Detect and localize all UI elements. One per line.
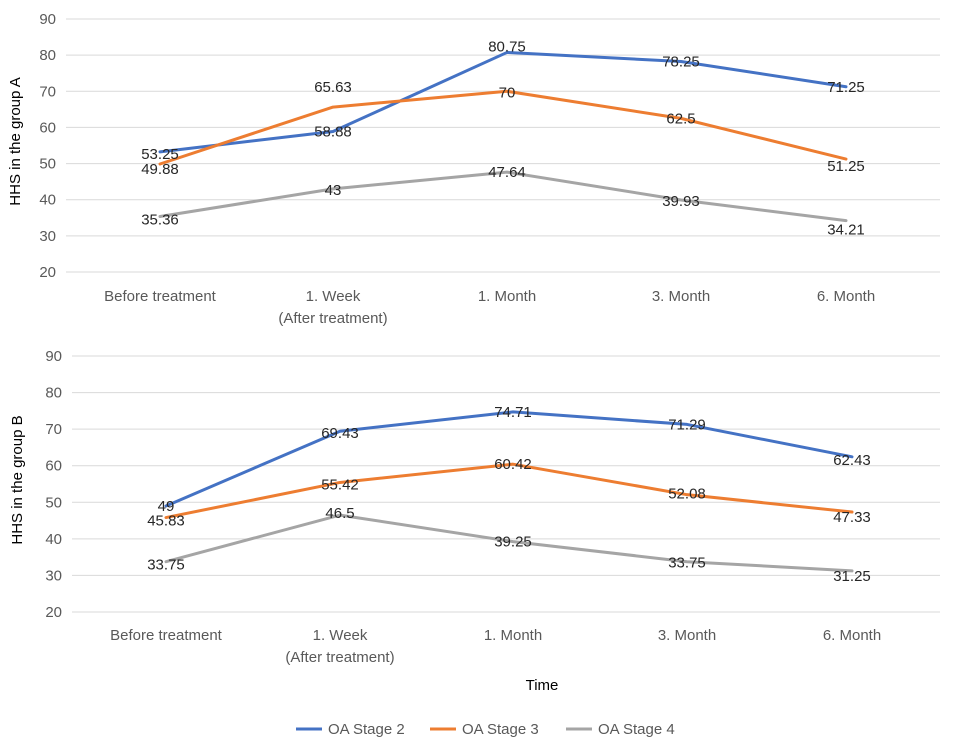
y-tick-label: 60 [45,458,62,475]
legend-item-stage-4: OA Stage 4 [566,721,675,738]
data-label-stage-4: 47.64 [488,164,526,181]
data-label-stage-2: 74.71 [494,404,532,421]
x-tick-label: 3. Month [658,627,716,644]
y-tick-label: 30 [39,228,56,245]
y-tick-label: 40 [39,192,56,209]
data-label-stage-4: 39.93 [662,193,700,210]
data-label-stage-2: 53.25 [141,146,179,163]
x-tick-label: (After treatment) [285,649,394,666]
data-label-stage-3: 60.42 [494,456,532,473]
data-label-stage-2: 58.88 [314,123,352,140]
data-label-stage-3: 52.08 [668,486,706,503]
data-label-stage-3: 49.88 [141,161,179,178]
y-tick-label: 60 [39,119,56,136]
data-label-stage-4: 35.36 [141,211,179,228]
data-label-stage-4: 46.5 [325,505,354,522]
x-tick-label: Before treatment [104,288,217,305]
y-tick-label: 90 [39,11,56,28]
y-tick-label: 40 [45,531,62,548]
data-label-stage-2: 80.75 [488,38,526,55]
y-tick-label: 30 [45,567,62,584]
y-axis-title: HHS in the group B [9,415,26,544]
data-label-stage-2: 69.43 [321,425,359,442]
legend-item-stage-2: OA Stage 2 [296,721,405,738]
data-label-stage-4: 39.25 [494,534,532,551]
data-label-stage-3: 55.42 [321,476,359,493]
x-tick-label: 1. Month [478,288,536,305]
y-tick-label: 20 [39,264,56,281]
y-axis-title: HHS in the group A [7,77,24,205]
data-label-stage-3: 70 [499,84,516,101]
y-tick-label: 70 [39,83,56,100]
series-line-stage-3 [158,89,848,166]
y-tick-label: 80 [39,47,56,64]
data-label-stage-3: 47.33 [833,509,871,526]
data-label-stage-4: 31.25 [833,568,871,585]
x-tick-label: 1. Week [306,288,361,305]
data-label-stage-4: 43 [325,182,342,199]
data-label-stage-2: 71.29 [668,416,706,433]
data-label-stage-3: 65.63 [314,79,352,96]
x-axis-title: Time [526,677,559,694]
legend-label: OA Stage 2 [328,721,405,738]
x-tick-label: 3. Month [652,288,710,305]
legend-label: OA Stage 4 [598,721,675,738]
data-label-stage-3: 45.83 [147,513,185,530]
x-tick-label: 6. Month [817,288,875,305]
y-tick-label: 50 [39,156,56,173]
y-tick-label: 70 [45,421,62,438]
x-tick-label: Before treatment [110,627,223,644]
data-label-stage-4: 33.75 [668,555,706,572]
y-tick-label: 50 [45,494,62,511]
x-tick-label: (After treatment) [278,310,387,327]
x-tick-label: 6. Month [823,627,881,644]
x-tick-label: 1. Week [313,627,368,644]
series-line-stage-4 [164,513,854,573]
data-label-stage-4: 34.21 [827,222,865,239]
legend: OA Stage 2 OA Stage 3 OA Stage 4 [296,721,675,738]
data-label-stage-2: 62.43 [833,452,871,469]
y-tick-label: 20 [45,604,62,621]
y-tick-label: 90 [45,348,62,365]
chart-panel-group-a: 20 30 40 50 60 70 80 90 Before treatment 1. Week (… [7,11,940,327]
legend-label: OA Stage 3 [462,721,539,738]
data-label-stage-2: 71.25 [827,79,865,96]
data-label-stage-4: 33.75 [147,557,185,574]
x-tick-label: 1. Month [484,627,542,644]
series-line-stage-3 [164,462,854,520]
data-label-stage-3: 51.25 [827,158,865,175]
y-tick-label: 80 [45,385,62,402]
series-line-stage-2 [158,50,848,154]
series-line-stage-4 [158,170,848,223]
data-label-stage-3: 62.5 [666,110,695,127]
chart-panel-group-b: 20 30 40 50 60 70 80 90 Before treatment 1. Week (… [9,348,940,694]
legend-item-stage-3: OA Stage 3 [430,721,539,738]
data-label-stage-2: 49 [158,498,175,515]
data-label-stage-2: 78.25 [662,53,700,70]
series-line-stage-2 [164,410,854,508]
